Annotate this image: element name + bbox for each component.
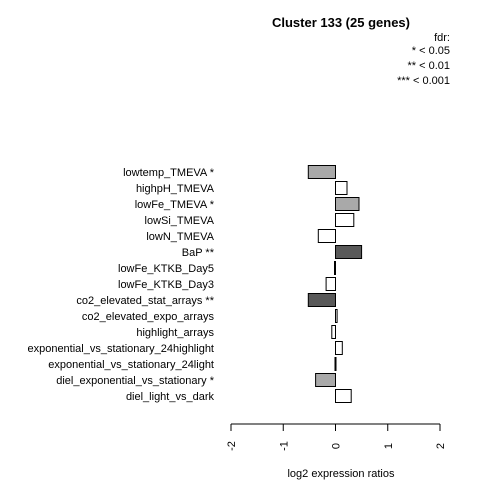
category-label-3: lowSi_TMEVA (145, 215, 215, 227)
category-labels: lowtemp_TMEVA * highpH_TMEVA lowFe_TMEVA *… (27, 167, 214, 403)
legend-entry-2: ** < 0.01 (407, 60, 450, 72)
bar-11 (335, 341, 343, 355)
category-label-10: highlight_arrays (136, 327, 214, 339)
legend-title: fdr: (434, 32, 450, 44)
bar-8 (307, 293, 336, 307)
category-label-5: BaP ** (182, 247, 215, 259)
category-label-11: exponential_vs_stationary_24highlight (27, 343, 214, 355)
legend-entry-3: *** < 0.001 (397, 75, 450, 87)
bar-1 (335, 181, 348, 195)
bar-9 (335, 309, 338, 323)
x-tick-label-2: 0 (331, 443, 343, 449)
legend-entry-1: * < 0.05 (412, 45, 450, 57)
bar-14 (335, 389, 352, 403)
bar-0 (307, 165, 336, 179)
x-tick-label-3: 1 (383, 443, 395, 449)
bar-3 (335, 213, 355, 227)
bar-12 (334, 357, 337, 371)
legend: fdr: * < 0.05 ** < 0.01 *** < 0.001 (397, 32, 450, 87)
category-label-2: lowFe_TMEVA * (135, 199, 215, 211)
bar-10 (331, 325, 336, 339)
category-label-9: co2_elevated_expo_arrays (82, 311, 215, 323)
bars (307, 165, 363, 403)
x-tick-label-1: -1 (278, 441, 290, 451)
bar-5 (335, 245, 363, 259)
category-label-8: co2_elevated_stat_arrays ** (76, 295, 214, 307)
bar-13 (315, 373, 337, 387)
x-axis: -2 -1 0 1 2 (226, 423, 447, 451)
category-label-14: diel_light_vs_dark (126, 391, 215, 403)
category-label-0: lowtemp_TMEVA * (123, 167, 215, 179)
bar-6 (334, 261, 336, 275)
category-label-6: lowFe_KTKB_Day5 (118, 263, 214, 275)
category-label-13: diel_exponential_vs_stationary * (56, 375, 214, 387)
x-axis-title: log2 expression ratios (287, 468, 395, 480)
bar-4 (317, 229, 336, 243)
category-label-4: lowN_TMEVA (146, 231, 214, 243)
category-label-7: lowFe_KTKB_Day3 (118, 279, 214, 291)
category-label-1: highpH_TMEVA (136, 183, 215, 195)
x-tick-label-4: 2 (435, 443, 447, 449)
category-label-12: exponential_vs_stationary_24light (48, 359, 214, 371)
bar-7 (325, 277, 337, 291)
bar-2 (335, 197, 360, 211)
x-tick-label-0: -2 (226, 441, 238, 451)
chart-title: Cluster 133 (25 genes) (272, 15, 410, 30)
